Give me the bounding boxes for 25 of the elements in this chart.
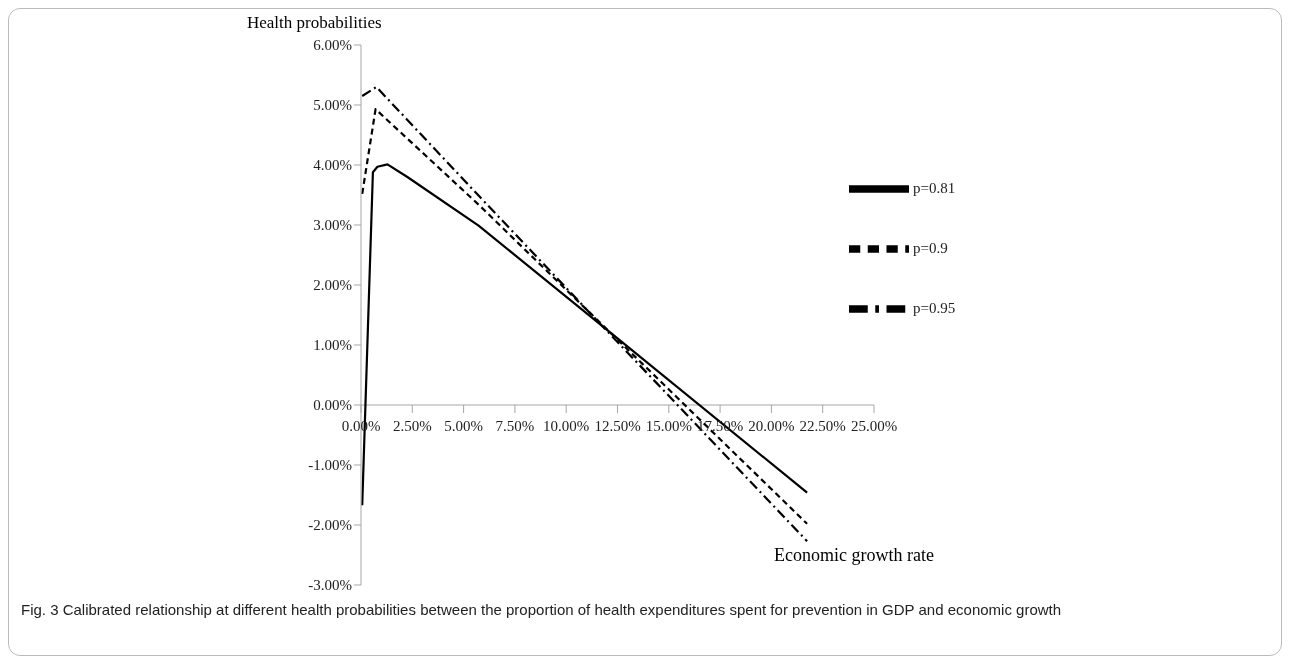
legend-label: p=0.9 bbox=[913, 239, 948, 256]
legend-label: p=0.81 bbox=[913, 179, 956, 196]
x-tick-label: 12.50% bbox=[594, 418, 641, 434]
x-tick-label: 2.50% bbox=[392, 418, 432, 434]
y-tick-label: 3.00% bbox=[313, 217, 352, 234]
legend-label: p=0.95 bbox=[913, 299, 956, 316]
x-tick-label: 25.00% bbox=[850, 418, 898, 434]
y-tick-label: -1.00% bbox=[308, 457, 352, 474]
y-tick-label: 1.00% bbox=[313, 337, 352, 354]
y-tick-label: 0.00% bbox=[313, 397, 352, 414]
x-tick-label: 10.00% bbox=[543, 418, 590, 434]
x-tick-label: 15.00% bbox=[645, 418, 692, 434]
x-tick-label: 5.00% bbox=[444, 418, 483, 434]
y-axis-title: Health probabilities bbox=[247, 13, 382, 33]
y-tick-label: -2.00% bbox=[308, 517, 352, 534]
y-tick-label: 2.00% bbox=[313, 277, 352, 294]
x-tick-label: 20.00% bbox=[748, 418, 795, 434]
x-tick-label: 7.50% bbox=[495, 418, 535, 434]
y-tick-label: 5.00% bbox=[313, 97, 352, 114]
x-tick-label: 22.50% bbox=[799, 418, 846, 434]
y-tick-label: -3.00% bbox=[308, 577, 352, 594]
y-tick-label: 6.00% bbox=[313, 37, 352, 54]
caption: Fig. 3 Calibrated relationship at different health probabilities between the proportion of health expenditures spent for prevention in GDP and economic growth bbox=[21, 601, 1063, 618]
y-tick-label: 4.00% bbox=[313, 157, 352, 174]
x-axis-title: Economic growth rate bbox=[774, 545, 934, 566]
